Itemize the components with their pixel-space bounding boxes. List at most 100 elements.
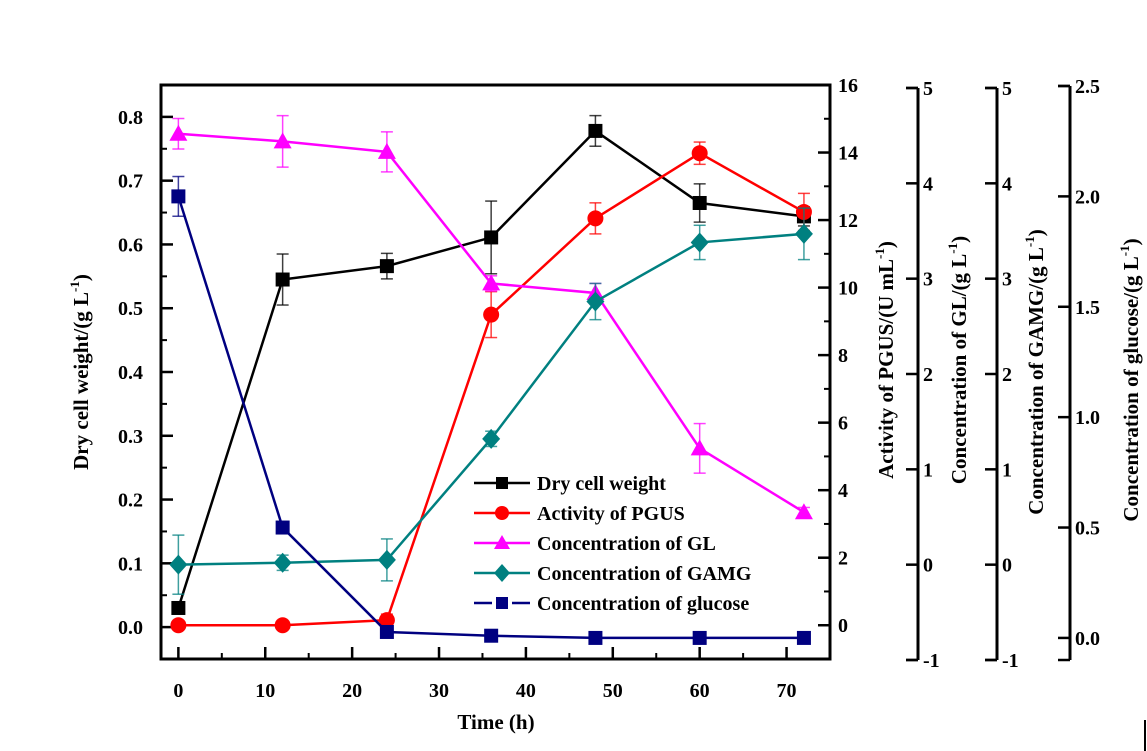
data-point [796,630,811,645]
series-activity-of-pgus [170,141,812,634]
data-point [273,552,292,573]
edge-artifact [1144,720,1146,751]
x-tick-label: 70 [777,680,797,702]
data-point [587,210,604,227]
x-axis-title: Time (h) [457,710,534,734]
gamg-tick-label: 4 [1002,173,1012,195]
data-point [690,232,709,253]
legend-item: Concentration of GAMG [474,563,752,585]
gl-axis-title: Concentration of GL/(g L-1) [945,236,971,484]
series-layer [169,114,813,645]
data-point [171,600,186,615]
data-point [692,630,707,645]
data-point [275,520,290,535]
data-point [484,230,499,245]
gamg-tick-label: 2 [1002,364,1012,386]
data-point [794,503,813,520]
dcw-tick-label: 0.7 [118,171,143,193]
data-point [482,428,501,449]
legend: Dry cell weight Activity of PGUS Concentra… [474,473,752,615]
x-tick-label: 40 [516,680,536,702]
data-point [171,189,186,204]
legend-item: Concentration of GL [474,533,716,555]
glucose-tick-label: 2.0 [1075,186,1100,208]
glucose-tick-label: 1.5 [1075,297,1100,319]
glucose-tick-label: 0.5 [1075,518,1100,540]
gamg-tick-label: 0 [1002,555,1012,577]
dcw-tick-label: 0.5 [118,298,143,320]
legend-item: Activity of PGUS [474,503,685,525]
x-tick-label: 10 [255,680,275,702]
axes-layer: 0 10 20 30 40 50 60 700.00.10.20.30.40.50.60.70… [67,75,1143,702]
gl-tick-label: 0 [923,555,933,577]
gamg-tick-label: 3 [1002,269,1012,291]
pgus-axis-title: Activity of PGUS/(U mL-1) [872,241,898,479]
data-point [588,630,603,645]
pgus-tick-label: 2 [838,548,848,570]
legend-label: Activity of PGUS [537,503,685,525]
pgus-tick-label: 0 [838,615,848,637]
glucose-axis-title: Concentration of glucose/(g L-1) [1117,238,1143,521]
dcw-tick-label: 0.1 [118,553,143,575]
gl-tick-label: 2 [923,364,933,386]
x-tick-label: 60 [690,680,710,702]
gl-tick-label: 5 [923,78,933,100]
legend-item: Concentration of glucose [474,593,749,615]
legend-label: Concentration of glucose [537,593,749,615]
series-dry-cell-weight [171,114,811,615]
data-point [169,124,188,141]
data-point [483,306,500,323]
series-concentration-of-gamg [169,207,813,595]
gl-tick-label: 1 [923,459,933,481]
pgus-tick-label: 10 [838,278,858,300]
legend-label: Concentration of GL [537,533,716,555]
data-point [377,549,396,570]
dcw-tick-label: 0.3 [118,426,143,448]
pgus-tick-label: 6 [838,413,848,435]
data-point [691,145,708,162]
legend-marker [494,535,510,549]
data-point [273,132,292,149]
glucose-tick-label: 1.0 [1075,407,1100,429]
data-point [482,274,501,291]
pgus-tick-label: 4 [838,480,848,502]
dcw-tick-label: 0.4 [118,362,143,384]
gamg-tick-label: -1 [1002,650,1019,672]
dcw-tick-label: 0.0 [118,617,143,639]
glucose-tick-label: 0.0 [1075,628,1100,650]
legend-item: Dry cell weight [474,473,666,495]
gamg-tick-label: 5 [1002,78,1012,100]
legend-label: Dry cell weight [537,473,666,495]
dcw-tick-label: 0.6 [118,234,143,256]
data-point [379,624,394,639]
dcw-axis-title: Dry cell weight/(g L-1) [67,274,93,470]
data-point [170,617,187,634]
gamg-axis-title: Concentration of GAMG/(g L-1) [1022,229,1048,515]
data-point [690,439,709,456]
legend-label: Concentration of GAMG [537,563,752,585]
legend-marker [496,597,508,609]
gl-tick-label: -1 [923,650,940,672]
glucose-tick-label: 2.5 [1075,76,1100,98]
pgus-tick-label: 8 [838,345,848,367]
legend-marker [496,477,508,489]
data-point [378,612,395,629]
data-point [586,291,605,312]
x-tick-label: 0 [173,680,183,702]
gl-tick-label: 4 [923,173,933,195]
data-point [275,272,290,287]
dcw-tick-label: 0.8 [118,107,143,129]
pgus-tick-label: 12 [838,210,858,232]
x-tick-label: 50 [603,680,623,702]
x-tick-label: 20 [342,680,362,702]
gl-tick-label: 3 [923,269,933,291]
data-point [377,142,396,159]
data-point [484,628,499,643]
pgus-tick-label: 14 [838,143,858,165]
data-point [169,554,188,575]
data-point [379,259,394,274]
data-point [794,223,813,244]
pgus-tick-label: 16 [838,75,858,97]
data-point [692,195,707,210]
